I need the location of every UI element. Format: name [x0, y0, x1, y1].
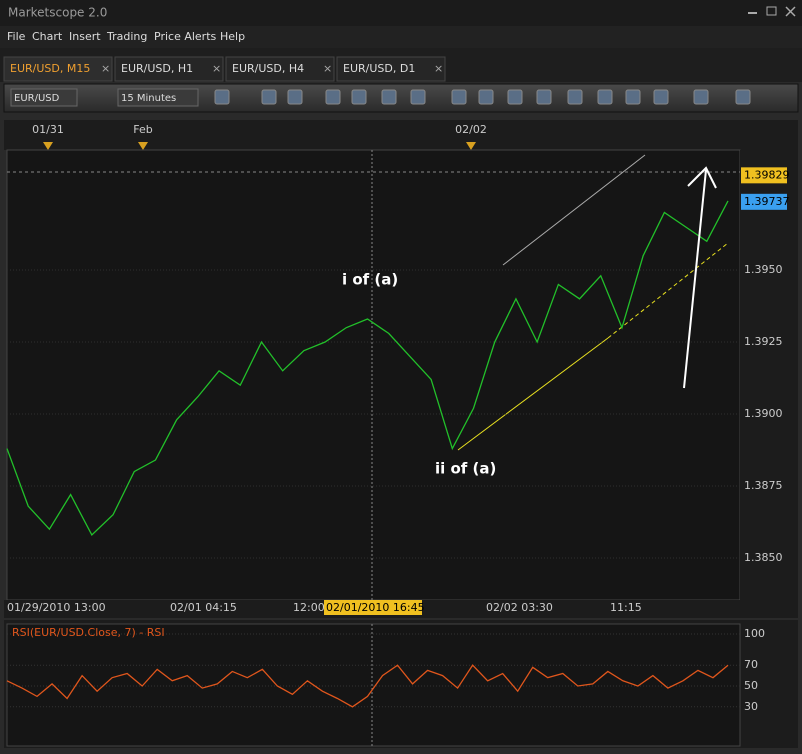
tool-button[interactable]	[693, 89, 709, 105]
tab-close[interactable]: ×	[101, 62, 110, 75]
period-select[interactable]	[117, 88, 199, 107]
y-tick-label: 50	[744, 679, 758, 692]
tool-button[interactable]	[478, 89, 494, 105]
title-bar	[0, 0, 802, 26]
menu-item[interactable]: File	[7, 30, 26, 43]
price-marker	[741, 167, 787, 184]
series-line	[6, 664, 729, 708]
tool-button[interactable]	[597, 89, 613, 105]
price-axis	[740, 150, 798, 600]
tool-button[interactable]	[214, 89, 230, 105]
menu-item[interactable]: Help	[220, 30, 245, 43]
y-tick-label: 1.3900	[744, 407, 783, 420]
y-tick-label: 1.3950	[744, 263, 783, 276]
channel-line	[502, 154, 646, 266]
y-tick-label: 70	[744, 658, 758, 671]
maximize[interactable]	[766, 6, 777, 16]
tool-button[interactable]	[507, 89, 523, 105]
tool-button[interactable]	[410, 89, 426, 105]
menu-item[interactable]: Insert	[69, 30, 101, 43]
menu-item[interactable]: Trading	[106, 30, 147, 43]
tool-button[interactable]	[536, 89, 552, 105]
rsi-chart	[6, 623, 741, 747]
tab-close[interactable]: ×	[434, 62, 443, 75]
tool-button[interactable]	[381, 89, 397, 105]
rsi-title: RSI(EUR/USD.Close, 7) - RSI	[12, 626, 165, 639]
y-tick-label: 100	[744, 627, 765, 640]
date-marker	[43, 142, 53, 150]
x-tick-label: 11:15	[610, 601, 642, 614]
date-marker	[138, 142, 148, 150]
menu-item[interactable]: Chart	[32, 30, 63, 43]
tab-label[interactable]: EUR/USD, M15	[10, 62, 90, 75]
annotation: i of (a)	[342, 271, 398, 289]
annotation: ii of (a)	[435, 460, 496, 478]
trend-line	[457, 337, 609, 451]
tab-close[interactable]: ×	[323, 62, 332, 75]
tab[interactable]	[3, 56, 113, 82]
arrow	[683, 166, 717, 389]
tab[interactable]	[114, 56, 224, 82]
date-label: 01/31	[32, 123, 64, 136]
tool-button[interactable]	[325, 89, 341, 105]
trend-line-extension	[607, 242, 729, 339]
tab-label[interactable]: EUR/USD, H4	[232, 62, 304, 75]
window-title: Marketscope 2.0	[8, 6, 107, 20]
tool-button[interactable]	[567, 89, 583, 105]
tab-label[interactable]: EUR/USD, D1	[343, 62, 415, 75]
tool-button[interactable]	[735, 89, 751, 105]
cursor-label: 02/01/2010 16:45	[326, 601, 425, 614]
menu-item[interactable]: Price Alerts	[154, 30, 217, 43]
close[interactable]	[785, 6, 796, 17]
x-tick-label: 02/02 03:30	[486, 601, 553, 614]
x-tick-label: 02/01 04:15	[170, 601, 237, 614]
tool-button[interactable]	[451, 89, 467, 105]
tab-close[interactable]: ×	[212, 62, 221, 75]
series-line	[6, 200, 729, 536]
price-marker-label: 1.39737	[744, 195, 790, 208]
date-marker	[466, 142, 476, 150]
cursor-label-bg	[324, 600, 422, 615]
period: 15 Minutes	[121, 93, 176, 104]
tab[interactable]	[336, 56, 446, 82]
y-tick-label: 1.3850	[744, 551, 783, 564]
x-tick-label: 01/29/2010 13:00	[7, 601, 106, 614]
price-marker	[741, 193, 787, 210]
y-tick-label: 30	[744, 700, 758, 713]
date-label: Feb	[133, 123, 152, 136]
menu-bar	[0, 26, 802, 48]
symbol: EUR/USD	[14, 93, 60, 104]
tool-button[interactable]	[261, 89, 277, 105]
date-strip	[4, 120, 798, 150]
y-tick-label: 1.3875	[744, 479, 783, 492]
symbol-select[interactable]	[10, 88, 78, 107]
tab[interactable]	[225, 56, 335, 82]
tool-button[interactable]	[351, 89, 367, 105]
x-tick-label: 12:00	[293, 601, 325, 614]
date-label: 02/02	[455, 123, 487, 136]
price-marker-label: 1.39829	[744, 168, 790, 181]
y-tick-label: 1.3925	[744, 335, 783, 348]
price-chart	[6, 149, 741, 601]
tab-label[interactable]: EUR/USD, H1	[121, 62, 193, 75]
tool-button[interactable]	[653, 89, 669, 105]
minimize[interactable]	[748, 12, 757, 14]
tool-button[interactable]	[287, 89, 303, 105]
tool-button[interactable]	[625, 89, 641, 105]
